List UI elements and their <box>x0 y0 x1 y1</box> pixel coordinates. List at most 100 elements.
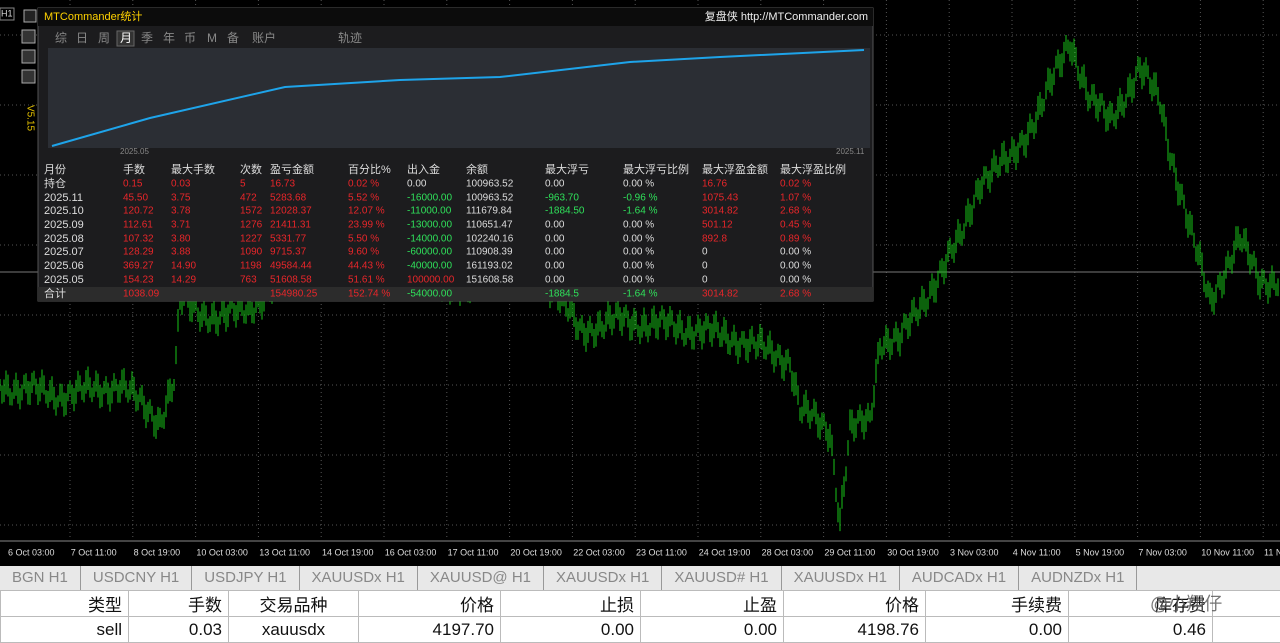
panel-icon[interactable] <box>23 9 37 23</box>
stat-cell: -40000.00 <box>407 261 452 272</box>
symbol-tab[interactable]: XAUUSDx H1 <box>544 566 663 590</box>
panel-tab[interactable]: 轨迹 <box>338 31 362 45</box>
stat-cell: 0.00 <box>545 275 565 286</box>
time-label: 20 Oct 19:00 <box>510 547 562 557</box>
time-label: 4 Nov 11:00 <box>1013 547 1061 557</box>
stat-cell: 5331.77 <box>270 234 307 245</box>
stat-cell: -1.64 % <box>623 206 658 217</box>
column-header: 手数 <box>123 162 145 176</box>
time-label: 23 Oct 11:00 <box>636 547 687 557</box>
equity-curve <box>51 49 865 147</box>
orders-table: 类型 手数 交易品种 价格 止损 止盈 价格 手续费 库存费 sell 0.03 xauusdx 419… <box>0 590 1280 643</box>
time-label: 10 Nov 11:00 <box>1201 547 1254 557</box>
symbol-tab[interactable]: XAUUSD@ H1 <box>418 566 544 590</box>
stat-cell: -60000.00 <box>407 247 452 258</box>
stat-cell: 120.72 <box>123 206 154 217</box>
symbol-tab[interactable]: BGN H1 <box>0 566 81 590</box>
stat-cell: 0.00 <box>407 179 427 190</box>
panel-tab[interactable]: 账户 <box>252 30 276 45</box>
total-cell: 152.74 % <box>348 289 390 300</box>
total-cell: 3014.82 <box>702 289 739 300</box>
stat-cell: 0.00 <box>545 220 565 231</box>
time-label: 6 Oct 03:00 <box>8 547 55 557</box>
timeframe-box <box>0 7 15 21</box>
stat-cell: 0.00 % <box>780 247 811 258</box>
stat-cell: 100963.52 <box>466 179 514 190</box>
stat-cell: 3014.82 <box>702 206 739 217</box>
order-cell: 0.00 <box>640 616 784 643</box>
panel-tab[interactable]: 季 <box>141 31 153 45</box>
panel-tab[interactable]: 月 <box>120 31 132 45</box>
stat-cell: 9715.37 <box>270 247 307 258</box>
stat-cell: 0.00 <box>545 247 565 258</box>
symbol-tab[interactable]: AUDCADx H1 <box>900 566 1020 590</box>
panel-tab[interactable]: 综 <box>55 31 67 45</box>
stat-cell: -16000.00 <box>407 193 452 204</box>
panel-site[interactable]: 复盘侠 http://MTCommander.com <box>705 9 868 23</box>
symbol-tab[interactable]: XAUUSDx H1 <box>782 566 900 590</box>
time-label: 30 Oct 19:00 <box>887 547 939 557</box>
stat-cell: 0 <box>702 261 708 272</box>
stat-cell: 0.45 % <box>780 220 811 231</box>
panel-tab[interactable]: 备 <box>227 31 239 45</box>
stat-cell: 112.61 <box>123 220 153 231</box>
watermark: @小翔仔 <box>1150 594 1223 614</box>
order-header-cell: 止盈 <box>640 590 784 617</box>
column-header: 最大浮亏比例 <box>623 162 689 176</box>
symbol-tab[interactable]: AUDNZDx H1 <box>1019 566 1138 590</box>
tool-icon[interactable] <box>21 49 36 64</box>
time-label: 17 Oct 11:00 <box>448 547 499 557</box>
chart-end: 2025.11 <box>836 147 865 156</box>
stat-cell: 0 <box>702 247 708 258</box>
panel-tab[interactable]: 年 <box>163 31 175 45</box>
stat-cell: 161193.02 <box>466 261 513 272</box>
stat-cell: 0.00 % <box>780 261 811 272</box>
stat-cell: 3.80 <box>171 234 191 245</box>
column-header: 次数 <box>240 162 262 176</box>
stat-cell: 0.15 <box>123 179 143 190</box>
symbol-tab[interactable]: USDJPY H1 <box>192 566 300 590</box>
order-header-cell: 止损 <box>500 590 641 617</box>
stat-cell: 3.71 <box>171 220 191 231</box>
order-header-cell: 库存费 <box>1068 590 1213 617</box>
column-header: 余额 <box>466 162 488 176</box>
time-label: 28 Oct 03:00 <box>762 547 814 557</box>
stat-cell: 763 <box>240 275 257 286</box>
stat-cell: 3.75 <box>171 193 191 204</box>
stat-cell: 持仓 <box>44 176 66 190</box>
panel-tab[interactable]: 周 <box>98 31 110 45</box>
stat-cell: 12028.37 <box>270 206 312 217</box>
stat-cell: 0 <box>702 275 708 286</box>
equity-area <box>48 48 870 148</box>
order-cell: 0.00 <box>500 616 641 643</box>
stat-cell: 2025.08 <box>44 233 84 245</box>
stat-cell: 5283.68 <box>270 193 307 204</box>
panel-tab[interactable]: 日 <box>76 31 88 45</box>
panel-tab[interactable]: M <box>207 31 217 45</box>
time-label: 13 Oct 11:00 <box>259 547 310 557</box>
stat-cell: 128.29 <box>123 247 154 258</box>
order-cell: 4198.76 <box>783 616 926 643</box>
tool-icon[interactable] <box>21 69 36 84</box>
symbol-tab[interactable]: XAUUSD# H1 <box>662 566 782 590</box>
stat-cell: -963.70 <box>545 193 579 204</box>
order-header-cell: 手续费 <box>925 590 1069 617</box>
time-label: 29 Oct 11:00 <box>824 547 875 557</box>
tool-icon[interactable] <box>21 29 36 44</box>
stat-cell: 9.60 % <box>348 247 379 258</box>
stat-cell: 369.27 <box>123 261 154 272</box>
symbol-tab[interactable]: XAUUSDx H1 <box>300 566 418 590</box>
panel-tab[interactable]: 币 <box>184 31 196 45</box>
stat-cell: 2.68 % <box>780 206 811 217</box>
stat-cell: 0.00 <box>545 234 565 245</box>
stat-cell: 2025.11 <box>44 192 83 204</box>
stat-cell: 472 <box>240 193 257 204</box>
stat-cell: 0.00 % <box>623 275 654 286</box>
order-row: sell 0.03 xauusdx 4197.70 0.00 0.00 4198.76 0.0… <box>0 616 1280 643</box>
order-cell: sell <box>0 616 129 643</box>
symbol-tab[interactable]: USDCNY H1 <box>81 566 193 590</box>
stat-cell: 100963.52 <box>466 193 514 204</box>
stat-cell: 45.50 <box>123 193 148 204</box>
order-header-cell: 手数 <box>128 590 229 617</box>
